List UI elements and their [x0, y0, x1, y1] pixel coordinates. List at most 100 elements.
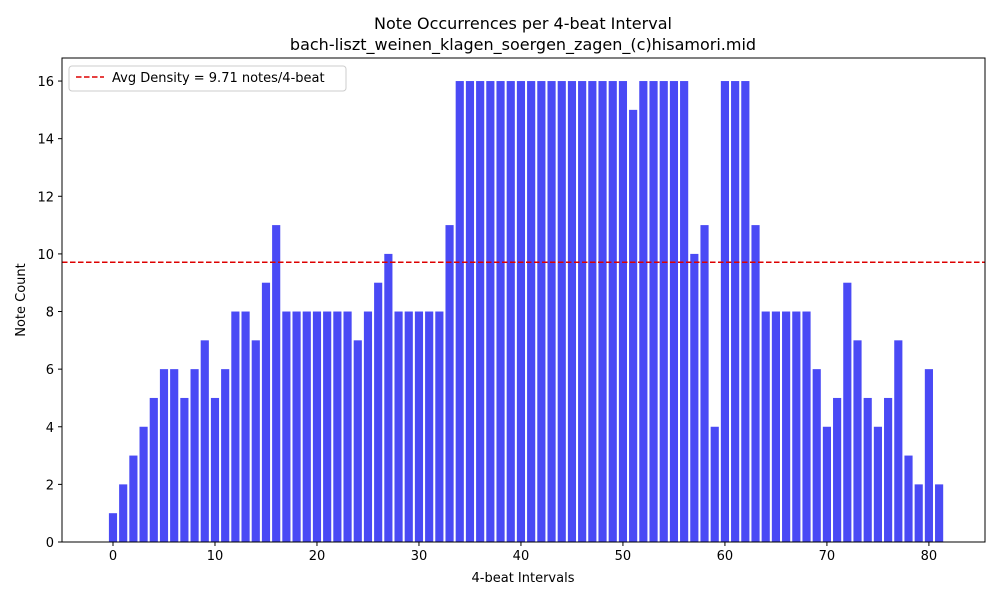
- y-axis-label: Note Count: [14, 263, 29, 337]
- x-axis-label: 4-beat Intervals: [472, 571, 575, 586]
- bar: [425, 311, 434, 542]
- bar: [802, 311, 811, 542]
- bar: [496, 81, 505, 543]
- bar: [700, 225, 709, 542]
- bar: [394, 311, 403, 542]
- x-tick-label: 40: [513, 549, 530, 564]
- bar: [618, 81, 628, 543]
- x-tick-label: 20: [309, 549, 326, 564]
- bar: [343, 311, 352, 542]
- bar: [363, 311, 373, 542]
- bar: [231, 311, 240, 542]
- bar: [547, 81, 556, 543]
- x-tick-label: 80: [921, 549, 938, 564]
- bar: [455, 81, 464, 543]
- bar: [272, 225, 281, 542]
- bar: [180, 397, 189, 542]
- bar: [465, 81, 475, 543]
- legend-label: Avg Density = 9.71 notes/4-beat: [112, 71, 325, 86]
- bar: [680, 81, 689, 543]
- bar: [445, 225, 454, 542]
- bar: [629, 109, 638, 543]
- bar: [914, 484, 923, 542]
- bar: [210, 397, 220, 542]
- bar: [863, 397, 872, 542]
- bar: [190, 369, 199, 542]
- y-tick-label: 14: [37, 133, 54, 148]
- y-tick-label: 6: [46, 363, 54, 378]
- bar: [884, 397, 893, 542]
- bar: [741, 81, 750, 543]
- bar: [414, 311, 424, 542]
- bar: [894, 340, 903, 542]
- y-tick-label: 16: [37, 75, 54, 90]
- bar: [374, 282, 383, 542]
- bar: [690, 253, 699, 542]
- bar: [200, 340, 209, 542]
- bar: [567, 81, 577, 543]
- bar: [139, 426, 148, 542]
- bar: [598, 81, 607, 543]
- x-tick-label: 60: [717, 549, 734, 564]
- x-tick-label: 70: [819, 549, 836, 564]
- bar: [639, 81, 648, 543]
- bar: [486, 81, 495, 543]
- y-tick-label: 4: [46, 421, 54, 436]
- bar: [873, 426, 882, 542]
- bar: [608, 81, 617, 543]
- x-tick-label: 0: [109, 549, 117, 564]
- bar: [904, 455, 913, 542]
- bar: [221, 369, 230, 542]
- bar: [557, 81, 566, 543]
- bar: [404, 311, 413, 542]
- bar: [302, 311, 311, 542]
- bar: [751, 225, 760, 542]
- bar: [108, 513, 118, 542]
- bar: [282, 311, 291, 542]
- bar: [435, 311, 444, 542]
- axes-layer: 0 10 20 30 40 50 60 70 80 0 2 4 6 8 10 12 14 16: [37, 57, 986, 564]
- bar: [843, 282, 852, 542]
- bar: [241, 311, 250, 542]
- bar: [527, 81, 536, 543]
- chart-title-line1: Note Occurrences per 4-beat Interval: [374, 14, 672, 33]
- bar: [384, 253, 393, 542]
- bar: [312, 311, 322, 542]
- plot-frame: [61, 57, 986, 543]
- bar: [822, 426, 831, 542]
- bar: [119, 484, 128, 542]
- bar: [731, 81, 740, 543]
- bar: [669, 81, 679, 543]
- x-tick-label: 50: [615, 549, 632, 564]
- bar: [159, 369, 169, 542]
- bar: [251, 340, 260, 542]
- x-tick-label: 30: [411, 549, 428, 564]
- bar: [323, 311, 332, 542]
- x-tick-label: 10: [207, 549, 224, 564]
- bar: [659, 81, 668, 543]
- bar: [353, 340, 362, 542]
- bar: [649, 81, 658, 543]
- bar: [129, 455, 138, 542]
- bar: [761, 311, 770, 542]
- y-tick-label: 2: [46, 478, 54, 493]
- bar: [170, 369, 179, 542]
- bar: [516, 81, 526, 543]
- bar: [792, 311, 801, 542]
- bar: [261, 282, 271, 542]
- bar: [588, 81, 597, 543]
- y-tick-label: 10: [37, 248, 54, 263]
- y-tick-label: 8: [46, 306, 54, 321]
- bar: [812, 369, 821, 542]
- bar: [537, 81, 546, 543]
- bar: [149, 397, 158, 542]
- bar: [782, 311, 791, 542]
- bar: [833, 397, 842, 542]
- bar: [771, 311, 780, 542]
- bar: [476, 81, 485, 543]
- bar: [506, 81, 515, 543]
- bar: [935, 484, 944, 542]
- bar: [578, 81, 587, 543]
